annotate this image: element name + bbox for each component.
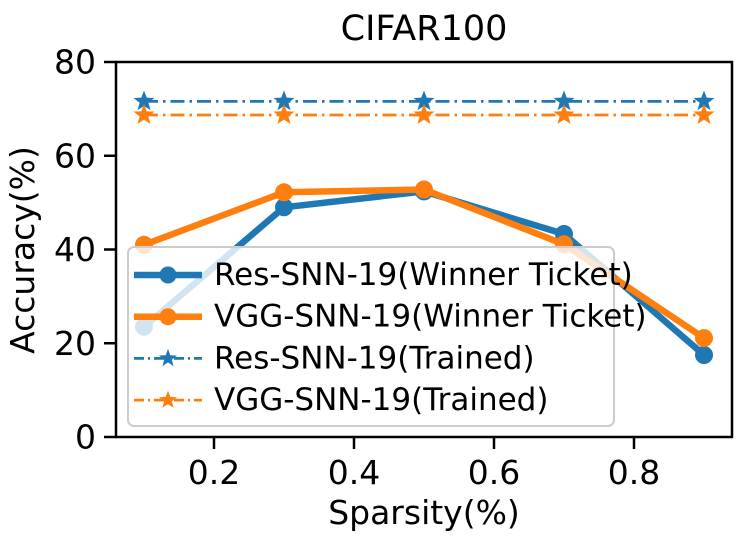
legend-item-res-snn-19-trained: Res-SNN-19(Trained) bbox=[134, 340, 535, 376]
x-tick-label-0.8: 0.8 bbox=[608, 453, 660, 492]
series-res-snn-19-trained bbox=[133, 90, 715, 111]
legend-item-vgg-snn-19-trained: VGG-SNN-19(Trained) bbox=[134, 382, 548, 418]
marker-circle-vgg-snn-19-winner-ticket-0.5 bbox=[415, 180, 433, 199]
marker-star-res-snn-19-trained-0.9 bbox=[693, 90, 715, 111]
y-tick-label-60: 60 bbox=[54, 136, 96, 175]
legend-sample-circle-vgg-snn-19-winner-ticket bbox=[159, 308, 177, 326]
y-tick-label-0: 0 bbox=[75, 418, 96, 457]
marker-circle-res-snn-19-winner-ticket-0.3 bbox=[275, 198, 293, 217]
marker-star-vgg-snn-19-trained-0.3 bbox=[273, 104, 295, 124]
x-axis-label: Sparsity(%) bbox=[328, 493, 520, 532]
y-tick-label-40: 40 bbox=[54, 230, 96, 269]
legend-label-vgg-snn-19-winner-ticket: VGG-SNN-19(Winner Ticket) bbox=[214, 299, 647, 335]
chart-title: CIFAR100 bbox=[341, 9, 508, 49]
legend-item-res-snn-19-winner-ticket: Res-SNN-19(Winner Ticket) bbox=[134, 257, 633, 293]
x-tick-label-0.2: 0.2 bbox=[188, 453, 240, 492]
y-tick-label-80: 80 bbox=[54, 43, 96, 82]
legend-label-vgg-snn-19-trained: VGG-SNN-19(Trained) bbox=[214, 382, 548, 418]
x-tick-label-0.6: 0.6 bbox=[468, 453, 520, 492]
legend-sample-star-vgg-snn-19-trained bbox=[159, 390, 177, 408]
marker-star-vgg-snn-19-trained-0.7 bbox=[553, 104, 575, 124]
x-tick-label-0.4: 0.4 bbox=[328, 453, 380, 492]
legend-box bbox=[127, 246, 615, 427]
legend-sample-star-res-snn-19-trained bbox=[159, 348, 177, 367]
marker-star-vgg-snn-19-trained-0.5 bbox=[413, 104, 435, 124]
marker-star-res-snn-19-trained-0.3 bbox=[273, 90, 295, 111]
marker-star-res-snn-19-trained-0.5 bbox=[413, 90, 435, 111]
marker-star-vgg-snn-19-trained-0.9 bbox=[693, 104, 715, 124]
marker-circle-vgg-snn-19-winner-ticket-0.3 bbox=[275, 183, 293, 202]
marker-circle-vgg-snn-19-winner-ticket-0.9 bbox=[695, 329, 713, 348]
legend-label-res-snn-19-trained: Res-SNN-19(Trained) bbox=[214, 340, 535, 376]
y-tick-label-20: 20 bbox=[54, 324, 96, 363]
series-vgg-snn-19-trained bbox=[133, 104, 715, 124]
legend-label-res-snn-19-winner-ticket: Res-SNN-19(Winner Ticket) bbox=[214, 257, 633, 293]
legend-sample-circle-res-snn-19-winner-ticket bbox=[159, 266, 177, 284]
marker-circle-res-snn-19-winner-ticket-0.9 bbox=[695, 346, 713, 364]
marker-star-vgg-snn-19-trained-0.1 bbox=[133, 104, 155, 124]
y-axis-label: Accuracy(%) bbox=[3, 146, 42, 354]
marker-star-res-snn-19-trained-0.7 bbox=[553, 90, 575, 111]
marker-star-res-snn-19-trained-0.1 bbox=[133, 90, 155, 111]
plot-frame bbox=[114, 60, 734, 439]
plot-generated-content: 0.2 0.4 0.6 0.8 0 20 40 60 80 Res-SNN-19(Winner T… bbox=[54, 43, 734, 492]
legend-item-vgg-snn-19-winner-ticket: VGG-SNN-19(Winner Ticket) bbox=[134, 299, 647, 335]
legend: Res-SNN-19(Winner Ticket) VGG-SNN-19(Winn… bbox=[127, 246, 647, 427]
